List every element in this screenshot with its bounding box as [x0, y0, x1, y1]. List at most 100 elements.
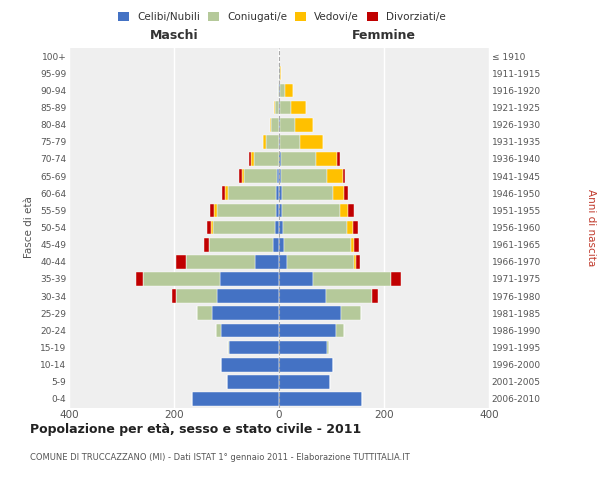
Bar	[276, 204, 279, 217]
Bar	[352, 238, 354, 252]
Bar	[221, 324, 279, 337]
Bar	[279, 255, 287, 268]
Bar	[373, 289, 378, 303]
Bar	[348, 204, 353, 217]
Bar	[279, 169, 281, 183]
Bar	[354, 238, 359, 252]
Bar	[327, 169, 343, 183]
Bar	[391, 272, 401, 286]
Bar	[316, 152, 337, 166]
Bar	[337, 152, 340, 166]
Bar	[251, 152, 254, 166]
Bar	[216, 324, 221, 337]
Bar	[278, 84, 279, 97]
Bar	[281, 152, 316, 166]
Bar	[226, 186, 228, 200]
Bar	[136, 272, 143, 286]
Bar	[280, 100, 290, 114]
Bar	[256, 255, 279, 268]
Bar	[279, 84, 280, 97]
Bar	[271, 118, 279, 132]
Bar	[295, 118, 313, 132]
Bar	[343, 169, 345, 183]
Bar	[290, 100, 307, 114]
Bar	[239, 169, 242, 183]
Bar	[279, 324, 336, 337]
Bar	[209, 238, 272, 252]
Bar	[341, 306, 361, 320]
Bar	[279, 135, 280, 148]
Bar	[326, 289, 373, 303]
Y-axis label: Fasce di età: Fasce di età	[25, 196, 34, 258]
Bar	[242, 169, 244, 183]
Bar	[277, 186, 279, 200]
Bar	[279, 238, 284, 252]
Bar	[279, 204, 281, 217]
Bar	[300, 135, 323, 148]
Bar	[214, 204, 217, 217]
Bar	[229, 340, 279, 354]
Bar	[354, 255, 356, 268]
Legend: Celibi/Nubili, Coniugati/e, Vedovi/e, Divorziati/e: Celibi/Nubili, Coniugati/e, Vedovi/e, Di…	[114, 8, 450, 26]
Bar	[283, 220, 347, 234]
Bar	[279, 272, 313, 286]
Bar	[269, 118, 271, 132]
Bar	[336, 324, 344, 337]
Bar	[213, 220, 275, 234]
Bar	[176, 255, 186, 268]
Bar	[227, 340, 229, 354]
Bar	[263, 135, 266, 148]
Bar	[279, 358, 332, 372]
Bar	[227, 375, 279, 388]
Bar	[212, 306, 279, 320]
Bar	[266, 135, 279, 148]
Bar	[280, 66, 281, 80]
Bar	[279, 186, 281, 200]
Bar	[211, 220, 213, 234]
Bar	[347, 220, 353, 234]
Bar	[220, 272, 279, 286]
Bar	[210, 204, 214, 217]
Bar	[281, 186, 333, 200]
Text: Maschi: Maschi	[149, 30, 199, 43]
Bar	[286, 84, 293, 97]
Bar	[244, 169, 277, 183]
Bar	[279, 289, 326, 303]
Bar	[281, 169, 327, 183]
Bar	[279, 66, 280, 80]
Bar	[186, 255, 256, 268]
Bar	[279, 306, 341, 320]
Bar	[279, 220, 283, 234]
Bar	[356, 255, 360, 268]
Bar	[279, 340, 328, 354]
Bar	[205, 238, 209, 252]
Bar	[217, 204, 276, 217]
Bar	[193, 392, 279, 406]
Bar	[279, 392, 362, 406]
Bar	[275, 220, 279, 234]
Bar	[284, 238, 352, 252]
Bar	[281, 204, 340, 217]
Bar	[207, 220, 211, 234]
Text: Anni di nascita: Anni di nascita	[586, 189, 596, 266]
Bar	[272, 238, 279, 252]
Bar	[280, 84, 286, 97]
Bar	[221, 358, 279, 372]
Text: COMUNE DI TRUCCAZZANO (MI) - Dati ISTAT 1° gennaio 2011 - Elaborazione TUTTITALI: COMUNE DI TRUCCAZZANO (MI) - Dati ISTAT …	[30, 452, 410, 462]
Bar	[279, 100, 280, 114]
Bar	[217, 289, 279, 303]
Bar	[248, 152, 251, 166]
Bar	[274, 100, 275, 114]
Bar	[228, 186, 277, 200]
Bar	[344, 186, 348, 200]
Text: Femmine: Femmine	[352, 30, 416, 43]
Bar	[313, 272, 391, 286]
Bar	[353, 220, 358, 234]
Bar	[333, 186, 344, 200]
Bar	[172, 289, 176, 303]
Bar	[176, 289, 217, 303]
Bar	[280, 135, 300, 148]
Bar	[328, 340, 329, 354]
Bar	[277, 169, 279, 183]
Bar	[223, 186, 226, 200]
